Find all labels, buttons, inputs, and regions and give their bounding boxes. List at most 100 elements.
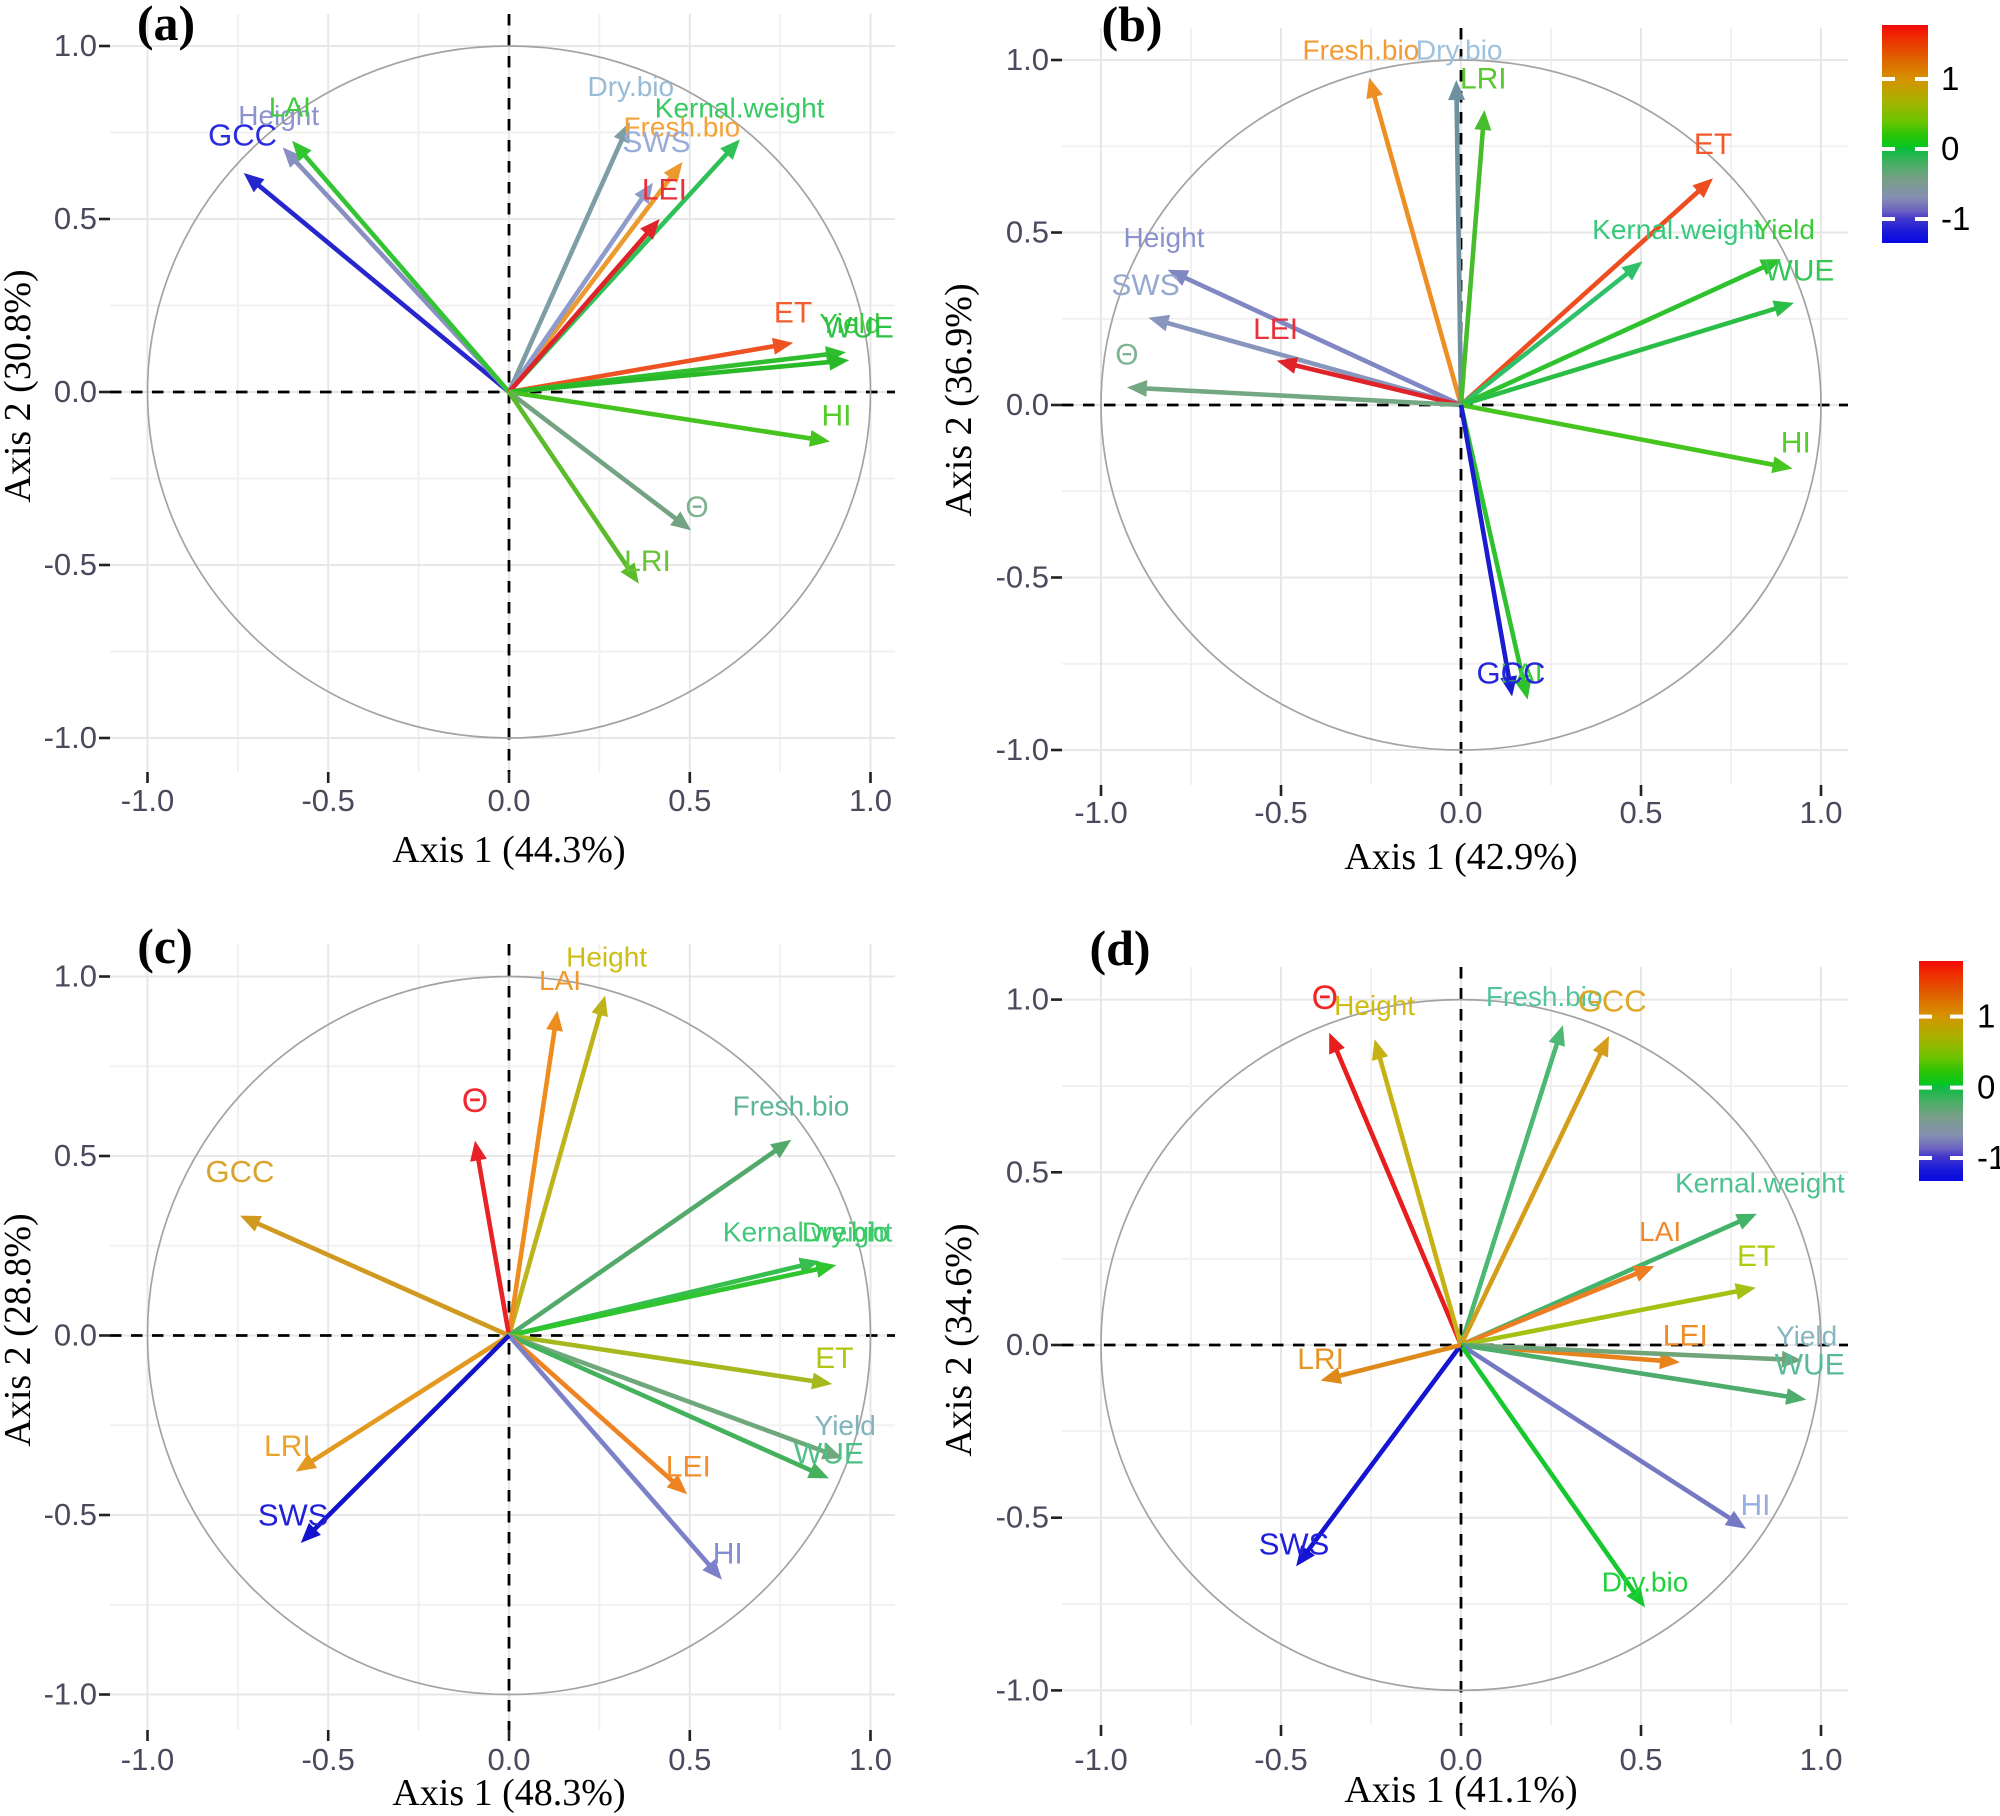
- svg-text:-0.5: -0.5: [1254, 1742, 1307, 1777]
- svg-text:Height: Height: [238, 100, 319, 131]
- svg-text:LEI: LEI: [1253, 313, 1298, 346]
- svg-text:0.5: 0.5: [1006, 1154, 1049, 1189]
- svg-text:-1.0: -1.0: [44, 1677, 97, 1712]
- svg-text:Kernal.weight: Kernal.weight: [1592, 214, 1762, 245]
- svg-text:0.0: 0.0: [1439, 1742, 1482, 1777]
- svg-text:LAI: LAI: [269, 92, 311, 123]
- svg-text:SWS: SWS: [622, 126, 690, 159]
- svg-text:Yield: Yield: [819, 308, 880, 339]
- svg-text:Axis 2 (36.9%): Axis 2 (36.9%): [938, 283, 980, 516]
- svg-text:Yield: Yield: [1776, 1321, 1837, 1352]
- svg-text:0: 0: [1941, 130, 1959, 167]
- svg-text:WUE: WUE: [1775, 1349, 1845, 1382]
- svg-text:LAI: LAI: [1639, 1216, 1681, 1247]
- svg-text:-0.5: -0.5: [44, 547, 97, 582]
- svg-text:-1: -1: [1977, 1139, 2000, 1176]
- svg-text:Fresh.bio: Fresh.bio: [623, 111, 740, 142]
- svg-text:WUE: WUE: [824, 311, 894, 344]
- svg-text:-1.0: -1.0: [121, 1742, 174, 1777]
- svg-text:Dry.bio: Dry.bio: [802, 1216, 889, 1247]
- svg-text:WUE: WUE: [1764, 254, 1834, 287]
- svg-text:0.5: 0.5: [668, 1742, 711, 1777]
- svg-text:LRI: LRI: [1297, 1343, 1344, 1376]
- svg-text:-0.5: -0.5: [301, 1742, 354, 1777]
- svg-text:-0.5: -0.5: [996, 1500, 1049, 1535]
- svg-text:LRI: LRI: [1460, 63, 1507, 96]
- svg-text:(a): (a): [137, 0, 195, 51]
- svg-text:Kernal.weight: Kernal.weight: [723, 1216, 893, 1247]
- svg-text:0.0: 0.0: [487, 783, 530, 818]
- svg-text:1.0: 1.0: [1006, 982, 1049, 1017]
- svg-text:0.5: 0.5: [54, 1138, 97, 1173]
- svg-text:0.5: 0.5: [1619, 795, 1662, 830]
- svg-text:1.0: 1.0: [1799, 1742, 1842, 1777]
- svg-text:GCC: GCC: [208, 117, 277, 152]
- svg-text:-1.0: -1.0: [996, 732, 1049, 767]
- svg-text:Dry.bio: Dry.bio: [587, 71, 674, 102]
- svg-text:Axis 2 (28.8%): Axis 2 (28.8%): [0, 1213, 39, 1446]
- svg-text:(d): (d): [1089, 920, 1150, 976]
- svg-text:Θ: Θ: [1115, 339, 1138, 372]
- svg-text:1: 1: [1977, 998, 1995, 1035]
- svg-text:LRI: LRI: [264, 1430, 311, 1463]
- svg-text:Height: Height: [566, 941, 647, 972]
- svg-text:SWS: SWS: [1111, 269, 1179, 302]
- svg-text:Dry.bio: Dry.bio: [1416, 35, 1503, 66]
- svg-text:HI: HI: [822, 400, 852, 433]
- svg-text:-1.0: -1.0: [1074, 795, 1127, 830]
- svg-text:Fresh.bio: Fresh.bio: [1303, 35, 1420, 66]
- svg-text:WUE: WUE: [794, 1437, 864, 1470]
- svg-text:LAI: LAI: [1500, 657, 1542, 688]
- svg-text:ET: ET: [1737, 1240, 1775, 1273]
- svg-text:1.0: 1.0: [54, 28, 97, 63]
- svg-text:ET: ET: [1694, 128, 1732, 161]
- svg-text:(b): (b): [1101, 0, 1162, 52]
- svg-text:1.0: 1.0: [54, 959, 97, 994]
- svg-text:-1.0: -1.0: [996, 1672, 1049, 1707]
- svg-text:Axis 1 (48.3%): Axis 1 (48.3%): [392, 1772, 625, 1814]
- svg-text:-1.0: -1.0: [44, 720, 97, 755]
- svg-text:Yield: Yield: [815, 1410, 876, 1441]
- svg-text:0.5: 0.5: [54, 201, 97, 236]
- svg-text:(c): (c): [137, 918, 193, 974]
- svg-text:0.5: 0.5: [1619, 1742, 1662, 1777]
- svg-text:GCC: GCC: [1578, 984, 1647, 1019]
- svg-text:1.0: 1.0: [849, 783, 892, 818]
- svg-text:SWS: SWS: [258, 1498, 329, 1533]
- svg-text:GCC: GCC: [1477, 655, 1546, 690]
- svg-text:Axis 1 (44.3%): Axis 1 (44.3%): [392, 829, 625, 871]
- svg-text:SWS: SWS: [1259, 1526, 1330, 1561]
- svg-text:Height: Height: [1124, 222, 1205, 253]
- svg-text:0: 0: [1977, 1069, 1995, 1106]
- svg-text:Axis 1 (42.9%): Axis 1 (42.9%): [1344, 836, 1577, 878]
- svg-text:ET: ET: [774, 296, 812, 329]
- svg-text:0.0: 0.0: [487, 1742, 530, 1777]
- svg-text:Axis 2 (34.6%): Axis 2 (34.6%): [938, 1223, 980, 1456]
- svg-text:Fresh.bio: Fresh.bio: [733, 1091, 850, 1122]
- svg-text:-1.0: -1.0: [1074, 1742, 1127, 1777]
- svg-text:LEI: LEI: [642, 174, 687, 207]
- svg-text:0.0: 0.0: [54, 374, 97, 409]
- svg-text:Kernal.weight: Kernal.weight: [655, 93, 825, 124]
- svg-text:Kernal.weight: Kernal.weight: [1675, 1168, 1845, 1199]
- svg-text:1.0: 1.0: [1799, 795, 1842, 830]
- svg-text:0.5: 0.5: [1006, 215, 1049, 250]
- svg-text:-0.5: -0.5: [301, 783, 354, 818]
- svg-text:Height: Height: [1334, 990, 1415, 1021]
- svg-text:Θ: Θ: [685, 491, 708, 524]
- svg-text:-1: -1: [1941, 200, 1970, 237]
- svg-text:0.5: 0.5: [668, 783, 711, 818]
- svg-text:HI: HI: [713, 1537, 743, 1570]
- svg-text:GCC: GCC: [206, 1154, 275, 1189]
- svg-text:LRI: LRI: [624, 545, 671, 578]
- svg-text:Yield: Yield: [1754, 214, 1815, 245]
- svg-text:-1.0: -1.0: [121, 783, 174, 818]
- svg-text:1.0: 1.0: [849, 1742, 892, 1777]
- svg-text:Dry.bio: Dry.bio: [1602, 1567, 1689, 1598]
- svg-text:Axis 1 (41.1%): Axis 1 (41.1%): [1344, 1769, 1577, 1811]
- svg-text:LAI: LAI: [539, 965, 581, 996]
- svg-text:Fresh.bio: Fresh.bio: [1486, 981, 1603, 1012]
- svg-text:0.0: 0.0: [1439, 795, 1482, 830]
- svg-text:0.0: 0.0: [54, 1318, 97, 1353]
- svg-text:0.0: 0.0: [1006, 1327, 1049, 1362]
